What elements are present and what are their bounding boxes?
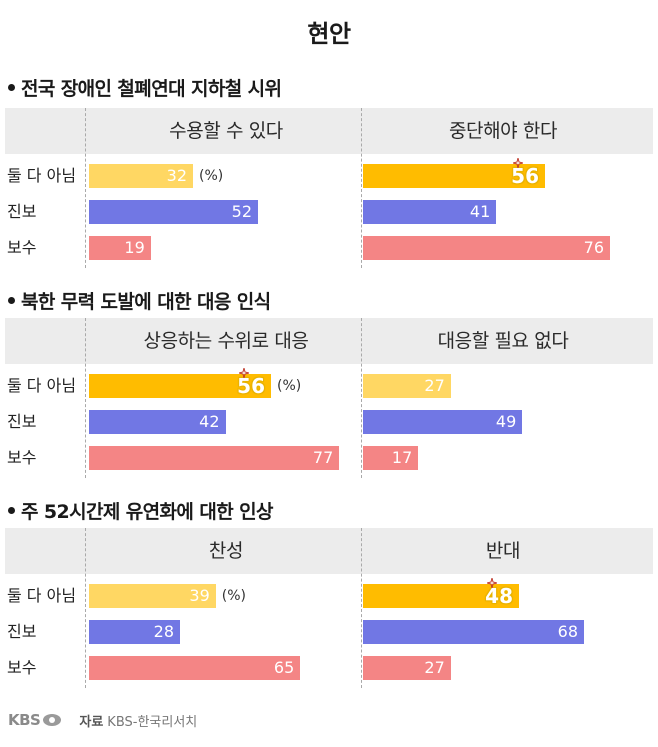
bar bbox=[363, 374, 451, 398]
unit-label: (%) bbox=[199, 168, 224, 184]
footer: KBS 자료 KBS-한국리서치 bbox=[8, 708, 197, 732]
bar-value-label: 32 bbox=[166, 166, 187, 185]
row-label: 둘 다 아님 bbox=[7, 376, 77, 395]
row-label: 둘 다 아님 bbox=[7, 166, 77, 185]
sparkle-icon bbox=[239, 368, 249, 378]
row-label: 진보 bbox=[7, 202, 37, 221]
sparkle-icon bbox=[513, 158, 523, 168]
bar bbox=[363, 584, 519, 608]
row-label: 진보 bbox=[7, 412, 37, 431]
column-header: 수용할 수 있다 bbox=[169, 120, 283, 142]
unit-label: (%) bbox=[277, 378, 302, 394]
section-title-3: 주 52시간제 유연화에 대한 인상 bbox=[8, 497, 273, 524]
bar-value-label: 77 bbox=[312, 448, 334, 467]
bar bbox=[89, 584, 216, 608]
kbs-logo: KBS bbox=[8, 711, 62, 729]
bar bbox=[89, 200, 258, 224]
bullet-icon bbox=[8, 84, 15, 91]
bar-value-label: 41 bbox=[469, 202, 491, 221]
bar bbox=[363, 656, 451, 680]
panel-header bbox=[5, 528, 653, 574]
sparkle-icon bbox=[487, 578, 497, 588]
bar bbox=[89, 620, 180, 644]
column-divider bbox=[361, 318, 362, 478]
column-divider bbox=[361, 528, 362, 688]
bar-value-label: 52 bbox=[231, 202, 252, 221]
source-label: 자료 bbox=[79, 714, 104, 730]
bar-value-label: 48 bbox=[485, 584, 513, 608]
bar-value-label: 27 bbox=[424, 376, 445, 395]
bullet-icon bbox=[8, 507, 15, 514]
row-label: 보수 bbox=[7, 238, 37, 257]
bar bbox=[363, 446, 419, 470]
row-label: 진보 bbox=[7, 622, 37, 641]
bar bbox=[89, 410, 226, 434]
bar bbox=[363, 164, 545, 188]
column-header: 상응하는 수위로 대응 bbox=[143, 330, 309, 352]
bar-value-label: 19 bbox=[124, 238, 145, 257]
bullet-icon bbox=[8, 297, 15, 304]
source-note: 자료 KBS-한국리서치 bbox=[79, 711, 197, 730]
bar-value-label: 76 bbox=[583, 238, 604, 257]
kbs-eye-icon bbox=[43, 714, 62, 726]
bar-value-label: 65 bbox=[273, 658, 295, 677]
row-label: 둘 다 아님 bbox=[7, 586, 77, 605]
bar-value-label: 56 bbox=[511, 164, 539, 188]
bar bbox=[89, 656, 301, 680]
kbs-logo-text: KBS bbox=[8, 711, 41, 729]
bar bbox=[89, 374, 271, 398]
column-header: 찬성 bbox=[208, 540, 244, 562]
bar-value-label: 49 bbox=[495, 412, 517, 431]
section-title-2: 북한 무력 도발에 대한 대응 인식 bbox=[8, 287, 271, 314]
column-divider bbox=[85, 108, 86, 268]
bar-value-label: 39 bbox=[189, 586, 210, 605]
bar bbox=[363, 236, 610, 260]
column-divider bbox=[361, 108, 362, 268]
unit-label: (%) bbox=[221, 588, 246, 604]
bar bbox=[89, 164, 193, 188]
column-header: 반대 bbox=[485, 540, 521, 562]
column-divider bbox=[85, 528, 86, 688]
panel-header bbox=[5, 108, 653, 154]
column-divider bbox=[85, 318, 86, 478]
bar bbox=[89, 236, 151, 260]
bar bbox=[363, 620, 584, 644]
section-title-text: 주 52시간제 유연화에 대한 인상 bbox=[21, 501, 273, 523]
panel-header bbox=[5, 318, 653, 364]
bar-value-label: 42 bbox=[199, 412, 220, 431]
section-title-1: 전국 장애인 철폐연대 지하철 시위 bbox=[8, 74, 282, 101]
row-label: 보수 bbox=[7, 658, 37, 677]
section-title-text: 북한 무력 도발에 대한 대응 인식 bbox=[21, 291, 271, 313]
column-header: 대응할 필요 없다 bbox=[437, 330, 569, 352]
bar-value-label: 68 bbox=[557, 622, 578, 641]
section-title-text: 전국 장애인 철폐연대 지하철 시위 bbox=[21, 78, 282, 100]
bar-value-label: 17 bbox=[391, 448, 413, 467]
source-text: KBS-한국리서치 bbox=[107, 714, 198, 730]
row-label: 보수 bbox=[7, 448, 37, 467]
bar-value-label: 28 bbox=[153, 622, 174, 641]
bar-value-label: 27 bbox=[424, 658, 445, 677]
bar-value-label: 56 bbox=[237, 374, 265, 398]
bar bbox=[363, 200, 497, 224]
bar bbox=[363, 410, 523, 434]
page-title: 현안 bbox=[307, 20, 351, 48]
column-header: 중단해야 한다 bbox=[448, 120, 558, 142]
bar bbox=[89, 446, 340, 470]
